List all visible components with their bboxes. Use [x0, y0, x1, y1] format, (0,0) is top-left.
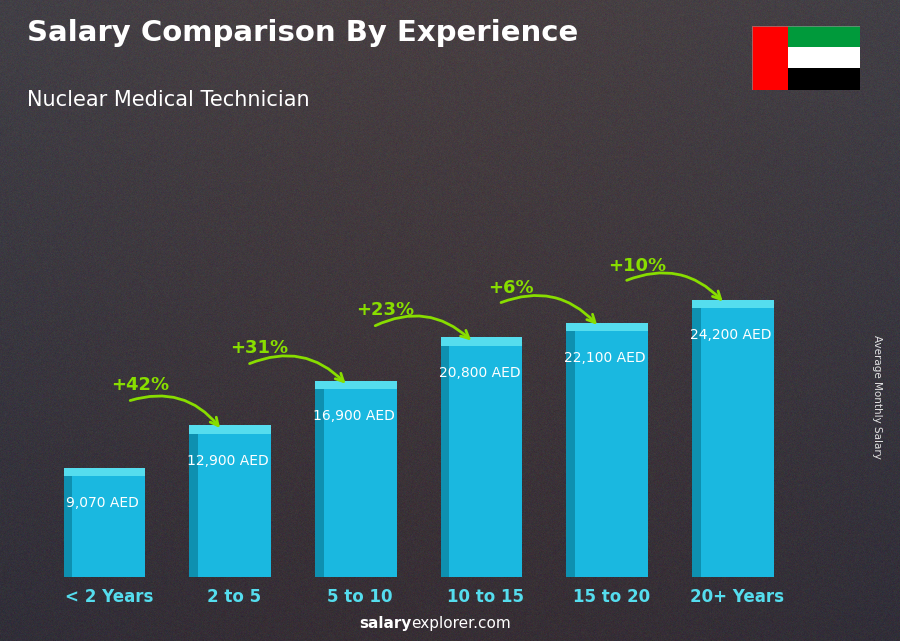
Text: +10%: +10% [608, 256, 666, 275]
Bar [64, 468, 145, 476]
Text: +31%: +31% [230, 339, 289, 357]
Bar [692, 300, 774, 308]
Bar [788, 47, 860, 69]
Bar [566, 323, 648, 331]
Bar [64, 476, 72, 577]
Text: 24,200 AED: 24,200 AED [690, 328, 772, 342]
Bar [566, 331, 575, 577]
Text: 20,800 AED: 20,800 AED [439, 366, 520, 380]
Bar [72, 476, 145, 577]
Text: 12,900 AED: 12,900 AED [187, 454, 269, 467]
Text: 16,900 AED: 16,900 AED [313, 409, 395, 423]
Bar [198, 433, 271, 577]
Text: 22,100 AED: 22,100 AED [564, 351, 646, 365]
Bar [692, 308, 701, 577]
Bar [441, 345, 449, 577]
Bar [315, 389, 324, 577]
Text: Salary Comparison By Experience: Salary Comparison By Experience [27, 19, 578, 47]
Text: 9,070 AED: 9,070 AED [66, 496, 139, 510]
Bar [449, 345, 522, 577]
Bar [752, 26, 788, 90]
Bar [324, 389, 397, 577]
Text: +23%: +23% [356, 301, 414, 319]
FancyArrowPatch shape [626, 273, 721, 299]
Bar [189, 433, 198, 577]
FancyArrowPatch shape [130, 396, 218, 426]
FancyArrowPatch shape [249, 356, 344, 381]
Bar [788, 69, 860, 90]
Text: +42%: +42% [111, 376, 169, 394]
FancyArrowPatch shape [501, 296, 595, 322]
Text: Average Monthly Salary: Average Monthly Salary [872, 335, 883, 460]
Text: +6%: +6% [488, 279, 534, 297]
Text: explorer.com: explorer.com [411, 617, 511, 631]
Bar [441, 337, 522, 345]
FancyArrowPatch shape [375, 316, 469, 338]
Bar [315, 381, 397, 389]
Bar [189, 425, 271, 433]
Bar [788, 26, 860, 47]
Text: Nuclear Medical Technician: Nuclear Medical Technician [27, 90, 310, 110]
Bar [701, 308, 774, 577]
Text: salary: salary [359, 617, 411, 631]
Bar [575, 331, 648, 577]
